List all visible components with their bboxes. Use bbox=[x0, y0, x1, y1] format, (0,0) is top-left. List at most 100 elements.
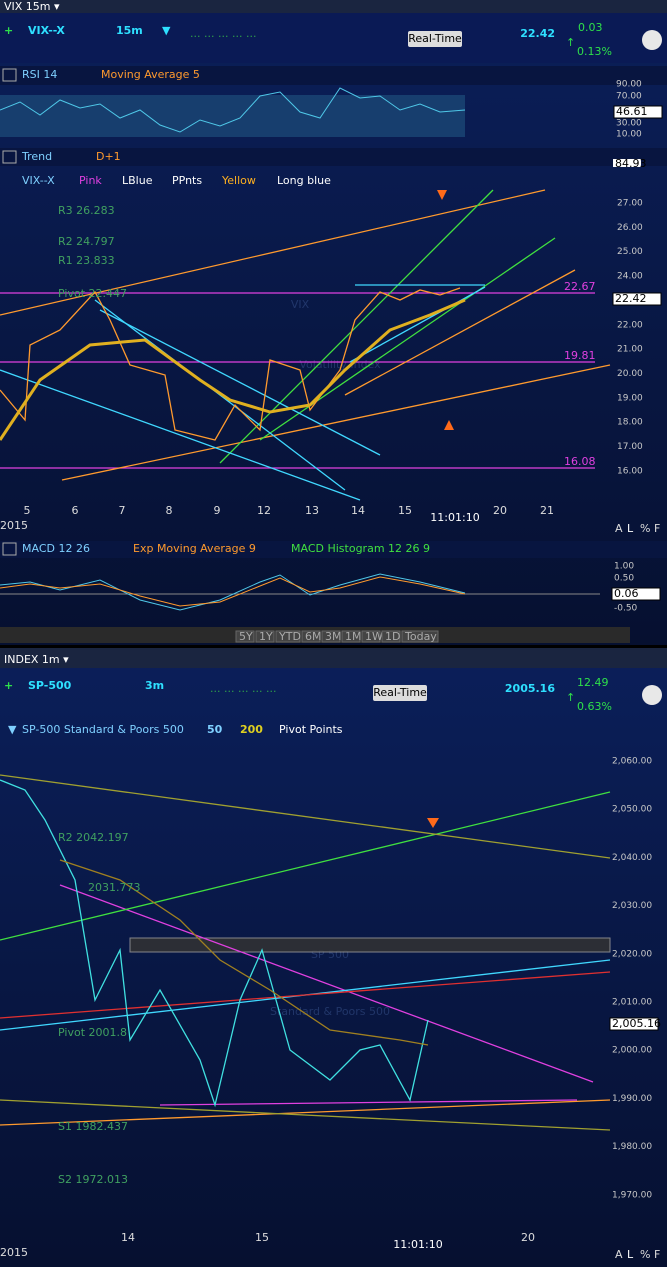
range-label[interactable]: Today bbox=[404, 630, 437, 643]
overlay-item[interactable]: LBlue bbox=[122, 174, 153, 187]
pivot-label: R2 2042.197 bbox=[58, 831, 129, 844]
x-axis-label: 14 bbox=[351, 504, 365, 517]
range-button[interactable] bbox=[275, 630, 301, 643]
rsi-axis-label: 70.00 bbox=[616, 92, 642, 102]
trend-label[interactable]: Trend bbox=[21, 150, 52, 163]
range-button[interactable] bbox=[341, 630, 361, 643]
range-label[interactable]: 6M bbox=[305, 630, 322, 643]
trend-sub[interactable]: D+1 bbox=[96, 150, 121, 163]
rsi-label[interactable]: RSI 14 bbox=[22, 68, 57, 81]
range-button[interactable] bbox=[321, 630, 341, 643]
rsi-ma[interactable]: Moving Average 5 bbox=[101, 68, 200, 81]
range-button[interactable] bbox=[301, 630, 321, 643]
y-axis-label: 26.00 bbox=[617, 223, 643, 233]
window-title[interactable]: VIX 15m ▾ bbox=[4, 0, 60, 13]
range-label[interactable]: 5Y bbox=[239, 630, 253, 643]
menu[interactable]: ▼ bbox=[8, 723, 17, 736]
rsi-band bbox=[0, 95, 465, 137]
y-axis-label: 2,040.00 bbox=[612, 853, 652, 863]
x-axis-label: 13 bbox=[305, 504, 319, 517]
overlay-item[interactable]: Pink bbox=[79, 174, 102, 187]
change-pct: 0.13% bbox=[577, 45, 612, 58]
interval[interactable]: 15m bbox=[116, 24, 143, 37]
pivot-label: S2 1972.013 bbox=[58, 1173, 128, 1186]
arrow-down bbox=[437, 190, 447, 200]
realtime-button[interactable] bbox=[373, 685, 427, 701]
range-label[interactable]: 1M bbox=[345, 630, 362, 643]
scale-button[interactable]: F bbox=[654, 522, 660, 535]
range-button[interactable] bbox=[255, 630, 275, 643]
range-label[interactable]: 1W bbox=[365, 630, 383, 643]
macd-axis-label: 0.50 bbox=[614, 574, 634, 584]
window-title[interactable]: INDEX 1m ▾ bbox=[4, 653, 69, 666]
range-button[interactable] bbox=[401, 630, 439, 643]
symbol[interactable]: VIX--X bbox=[28, 24, 65, 37]
scale-button[interactable]: F bbox=[654, 1248, 660, 1261]
add[interactable]: + bbox=[4, 24, 13, 37]
x-axis-label: 20 bbox=[521, 1231, 535, 1244]
macd-ema[interactable]: Exp Moving Average 9 bbox=[133, 542, 256, 555]
realtime[interactable]: Real-Time bbox=[408, 32, 462, 45]
range-label[interactable]: 1Y bbox=[259, 630, 273, 643]
macd-row bbox=[0, 541, 667, 558]
range-button[interactable] bbox=[361, 630, 381, 643]
palette[interactable] bbox=[642, 30, 662, 50]
overlay-item[interactable]: Long blue bbox=[277, 174, 331, 187]
macd-hist[interactable]: MACD Histogram 12 26 9 bbox=[291, 542, 430, 555]
dropdown[interactable]: ▼ bbox=[162, 24, 171, 37]
trend-lines bbox=[0, 189, 611, 501]
overlay-item[interactable]: PPnts bbox=[172, 174, 202, 187]
close-box[interactable] bbox=[2, 150, 17, 164]
realtime-button[interactable] bbox=[408, 31, 462, 47]
y-axis-label: 2,020.00 bbox=[612, 949, 652, 959]
study[interactable]: SP-500 Standard & Poors 500 bbox=[22, 723, 184, 736]
range-button[interactable] bbox=[381, 630, 401, 643]
arrow-up bbox=[444, 420, 454, 430]
level-label: 19.81 bbox=[564, 349, 596, 362]
scale-button[interactable]: L bbox=[627, 1248, 634, 1261]
scale-button[interactable]: % bbox=[640, 1248, 650, 1261]
scale-button[interactable]: A bbox=[615, 522, 623, 535]
close-box[interactable] bbox=[2, 542, 17, 556]
gap-band bbox=[129, 937, 611, 953]
scale-button[interactable]: A bbox=[615, 1248, 623, 1261]
pivot-label[interactable]: Pivot Points bbox=[279, 723, 343, 736]
realtime[interactable]: Real-Time bbox=[373, 686, 427, 699]
overlay-item[interactable]: Yellow bbox=[221, 174, 256, 187]
y-axis-label: 19.00 bbox=[617, 393, 643, 403]
y-axis-label: 27.00 bbox=[617, 199, 643, 209]
scale-button[interactable]: % bbox=[640, 522, 650, 535]
pivot-label: Pivot 22.447 bbox=[58, 287, 127, 300]
trend-box bbox=[613, 159, 641, 167]
y-axis-label: 1,970.00 bbox=[612, 1190, 652, 1200]
x-axis-label: 6 bbox=[72, 504, 79, 517]
range-label[interactable]: 1D bbox=[385, 630, 400, 643]
overlay-item[interactable]: VIX--X bbox=[22, 174, 55, 187]
level-label: 22.67 bbox=[564, 280, 596, 293]
scale-button[interactable]: L bbox=[627, 522, 634, 535]
y-axis-label: 20.00 bbox=[617, 369, 643, 379]
macd-axis-label: -0.50 bbox=[614, 604, 638, 614]
ma2[interactable]: 200 bbox=[240, 723, 263, 736]
range-button[interactable] bbox=[235, 630, 255, 643]
macd-line bbox=[0, 573, 466, 611]
y-axis-label: 2,030.00 bbox=[612, 901, 652, 911]
symbol[interactable]: SP-500 bbox=[28, 679, 72, 692]
add[interactable]: + bbox=[4, 679, 13, 692]
time-label: 11:01:10 bbox=[393, 1238, 442, 1251]
x-axis-label: 15 bbox=[398, 504, 412, 517]
ma1[interactable]: 50 bbox=[207, 723, 223, 736]
range-label[interactable]: YTD bbox=[278, 630, 301, 643]
palette[interactable] bbox=[642, 685, 662, 705]
year-label: 2015 bbox=[0, 519, 28, 532]
pivot-label: S1 1982.437 bbox=[58, 1120, 128, 1133]
rsi-axis-label: 10.00 bbox=[616, 130, 642, 140]
close-box[interactable] bbox=[2, 68, 17, 82]
x-axis-label: 7 bbox=[119, 504, 126, 517]
year-label: 2015 bbox=[0, 1246, 28, 1259]
y-axis-label: 22.00 bbox=[617, 320, 643, 330]
y-axis-label: 17.00 bbox=[617, 442, 643, 452]
range-label[interactable]: 3M bbox=[325, 630, 342, 643]
interval[interactable]: 3m bbox=[145, 679, 164, 692]
macd-label[interactable]: MACD 12 26 bbox=[22, 542, 90, 555]
